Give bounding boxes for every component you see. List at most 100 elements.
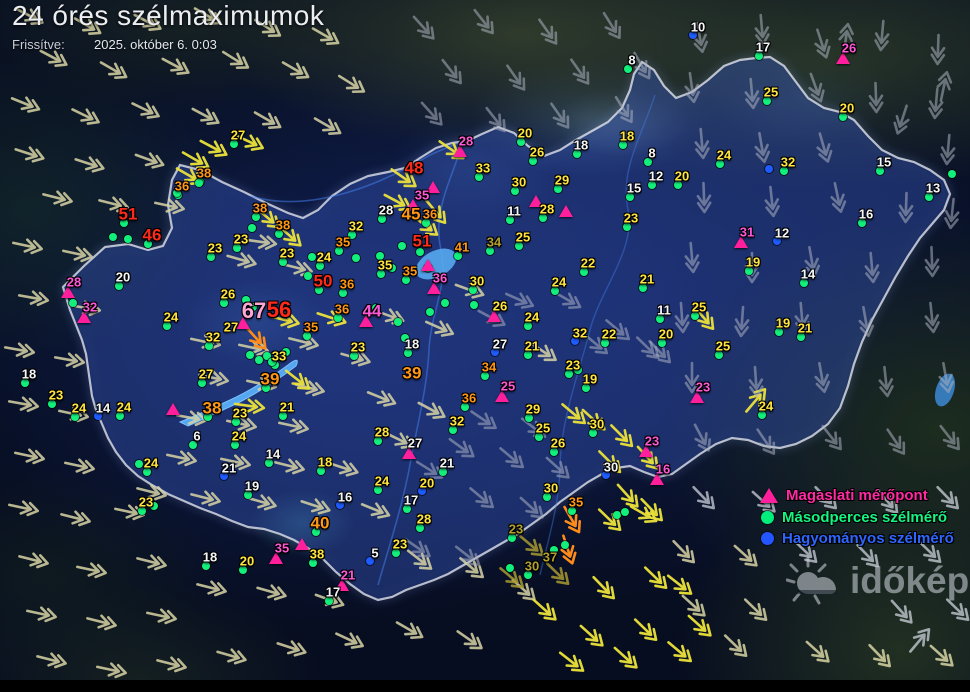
green-station-dot — [271, 361, 279, 369]
green-station-dot — [858, 219, 866, 227]
green-station-dot — [524, 322, 532, 330]
station-wind-value: 38 — [310, 548, 324, 561]
station-wind-value: 23 — [351, 341, 365, 354]
green-station-dot — [239, 566, 247, 574]
green-station-dot — [715, 351, 723, 359]
station-wind-value: 24 — [232, 430, 246, 443]
green-station-dot — [372, 304, 380, 312]
green-station-dot — [312, 528, 320, 536]
blue-station-dot — [491, 348, 499, 356]
green-station-dot — [925, 193, 933, 201]
green-station-dot — [517, 138, 525, 146]
green-station-dot — [486, 247, 494, 255]
station-wind-value: 5 — [371, 547, 378, 560]
green-station-dot — [648, 181, 656, 189]
green-station-dot — [401, 334, 409, 342]
green-station-dot — [658, 339, 666, 347]
blue-station-dot — [571, 337, 579, 345]
station-wind-value: 45 — [402, 206, 421, 223]
green-station-dot — [202, 562, 210, 570]
highland-triangle-marker — [402, 447, 416, 459]
station-wind-value: 19 — [583, 373, 597, 386]
station-wind-value: 33 — [272, 350, 286, 363]
station-wind-value: 18 — [405, 338, 419, 351]
green-station-dot — [279, 258, 287, 266]
station-wind-value: 14 — [801, 268, 815, 281]
station-wind-value: 35 — [403, 265, 417, 278]
highland-triangle-marker — [690, 391, 704, 403]
green-station-dot — [469, 286, 477, 294]
green-station-dot — [800, 279, 808, 287]
station-wind-value: 30 — [604, 461, 618, 474]
station-wind-value: 12 — [649, 170, 663, 183]
station-wind-value: 18 — [620, 130, 634, 143]
green-station-dot — [388, 264, 396, 272]
green-station-dot — [398, 242, 406, 250]
green-station-dot — [511, 187, 519, 195]
station-wind-value: 41 — [455, 241, 469, 254]
blue-station-dot — [366, 557, 374, 565]
green-station-dot — [233, 244, 241, 252]
green-station-dot — [551, 287, 559, 295]
highland-triangle-marker — [529, 195, 543, 207]
station-wind-value: 32 — [349, 220, 363, 233]
highland-triangle-marker — [421, 259, 435, 271]
green-station-dot — [763, 97, 771, 105]
highland-triangle-marker — [406, 199, 420, 211]
green-station-dot — [120, 219, 128, 227]
green-station-dot — [626, 193, 634, 201]
green-station-dot — [304, 272, 312, 280]
station-wind-value: 19 — [776, 317, 790, 330]
station-wind-value: 21 — [525, 340, 539, 353]
green-station-dot — [143, 468, 151, 476]
green-station-dot — [220, 299, 228, 307]
station-wind-value: 23 — [233, 407, 247, 420]
station-wind-value: 27 — [408, 437, 422, 450]
green-station-dot — [231, 441, 239, 449]
green-station-dot — [529, 157, 537, 165]
station-wind-value: 21 — [798, 322, 812, 335]
green-station-dot — [948, 170, 956, 178]
green-station-dot — [275, 230, 283, 238]
station-wind-value: 40 — [311, 515, 330, 532]
station-wind-value: 11 — [657, 304, 671, 317]
green-station-dot — [144, 240, 152, 248]
green-station-dot — [506, 216, 514, 224]
blue-dot-icon — [761, 531, 774, 545]
green-station-dot — [573, 150, 581, 158]
green-station-dot — [265, 459, 273, 467]
station-wind-value: 27 — [224, 321, 238, 334]
green-station-dot — [378, 215, 386, 223]
highland-triangle-marker — [487, 310, 501, 322]
green-station-dot — [508, 534, 516, 542]
station-wind-value: 56 — [267, 299, 291, 321]
green-station-dot — [279, 412, 287, 420]
green-station-dot — [525, 414, 533, 422]
station-wind-value: 28 — [67, 276, 81, 289]
station-wind-value: 37 — [543, 551, 557, 564]
station-wind-value: 13 — [926, 182, 940, 195]
station-wind-value: 36 — [340, 278, 354, 291]
green-station-dot — [242, 296, 250, 304]
green-station-dot — [249, 303, 257, 311]
station-wind-value: 51 — [119, 206, 138, 223]
station-wind-value: 23 — [696, 381, 710, 394]
station-wind-value: 32 — [83, 301, 97, 314]
green-station-dot — [377, 270, 385, 278]
green-station-dot — [656, 315, 664, 323]
green-station-dot — [348, 231, 356, 239]
highland-triangle-marker — [453, 145, 467, 157]
green-station-dot — [248, 224, 256, 232]
station-wind-value: 23 — [49, 389, 63, 402]
station-wind-value: 19 — [245, 480, 259, 493]
green-station-dot — [580, 268, 588, 276]
station-wind-value: 17 — [326, 586, 340, 599]
station-wind-value: 28 — [540, 203, 554, 216]
green-station-dot — [758, 411, 766, 419]
station-wind-value: 28 — [459, 135, 473, 148]
station-wind-value: 26 — [493, 300, 507, 313]
legend-label: Hagyományos szélmérő — [782, 529, 954, 547]
green-station-dot — [374, 437, 382, 445]
